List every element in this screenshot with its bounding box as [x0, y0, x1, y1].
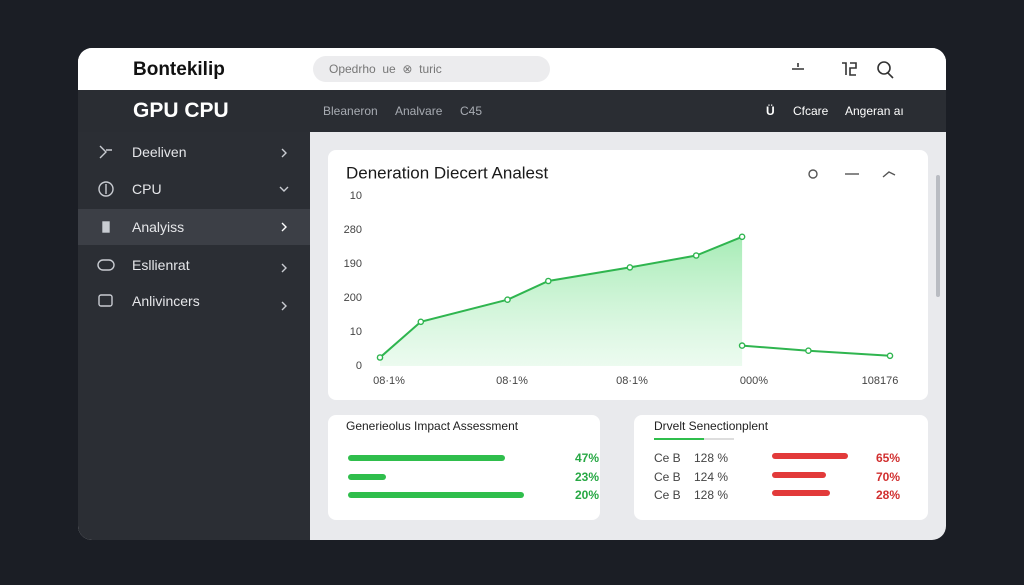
progress-bar [772, 472, 826, 478]
tab[interactable]: Analvare [395, 104, 443, 118]
nav-item[interactable]: Anlivincers [132, 293, 200, 309]
progress-bar [348, 474, 386, 480]
percent: 47% [575, 451, 600, 465]
underline [704, 438, 734, 440]
progress-bar [348, 455, 505, 461]
panel-title: Drvelt Senectionplent [654, 419, 769, 433]
scrollbar[interactable] [936, 175, 940, 297]
nav-item[interactable]: Deeliven [132, 144, 187, 160]
cell: 128 % [694, 488, 729, 502]
percent: 70% [876, 470, 901, 484]
panel-card: Generieolus Impact Assessment 47% 23% 20… [328, 415, 600, 520]
panel-title: Generieolus Impact Assessment [346, 419, 519, 433]
icon[interactable] [842, 62, 857, 76]
chart-card [328, 150, 928, 400]
toolbar-icon[interactable]: Ü [766, 104, 775, 118]
search-icon[interactable] [877, 61, 891, 75]
header-icons [792, 61, 894, 79]
app-window: Bontekilip Opedrho ue ⊗ turic GPU CPU Bl… [78, 48, 946, 540]
brand[interactable]: Bontekilip [133, 59, 225, 80]
nav-item[interactable]: CPU [132, 181, 162, 197]
percent: 23% [575, 470, 600, 484]
cell: 128 % [694, 451, 729, 465]
percent: 28% [876, 488, 901, 502]
cell: Ce B [654, 488, 681, 502]
tab[interactable]: C45 [460, 104, 483, 118]
toolbar-title: GPU CPU [133, 99, 229, 122]
percent: 65% [876, 451, 901, 465]
toolbar: GPU CPU Bleaneron Analvare C45 Ü Cfcare … [78, 90, 946, 132]
underline [654, 438, 704, 440]
sidebar: Deeliven CPU Analyiss Esllienrat Anlivin… [78, 132, 310, 540]
cell: Ce B [654, 451, 681, 465]
progress-bar [348, 492, 524, 498]
toolbar-link[interactable]: Angeran aı [845, 104, 904, 118]
cell: 124 % [694, 470, 729, 484]
nav-icons [97, 145, 289, 311]
percent: 20% [575, 488, 600, 502]
cell: Ce B [654, 470, 681, 484]
progress-bar [772, 490, 830, 496]
header: Bontekilip Opedrho ue ⊗ turic [78, 48, 946, 90]
nav-item[interactable]: Esllienrat [132, 257, 190, 273]
panel-card: Drvelt Senectionplent Ce B 128 % Ce B 12… [634, 415, 928, 520]
nav-item[interactable]: Analyiss [78, 209, 310, 245]
search-box[interactable]: Opedrho ue ⊗ turic [313, 56, 550, 82]
icon[interactable] [792, 63, 804, 70]
toolbar-link[interactable]: Cfcare [793, 104, 829, 118]
progress-bar [772, 453, 848, 459]
tab[interactable]: Bleaneron [323, 104, 378, 118]
